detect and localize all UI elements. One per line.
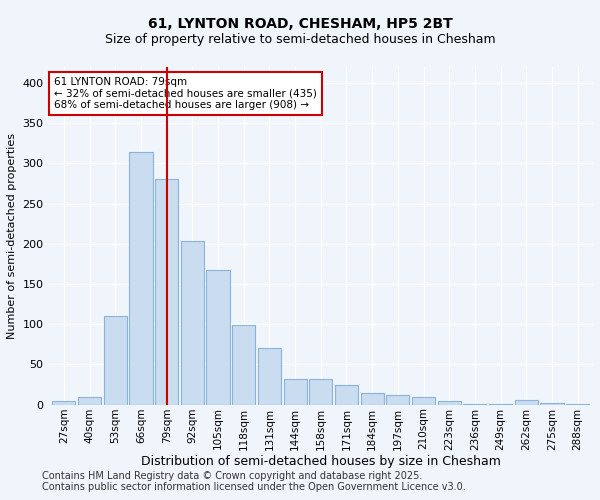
Text: Size of property relative to semi-detached houses in Chesham: Size of property relative to semi-detach… xyxy=(104,32,496,46)
Y-axis label: Number of semi-detached properties: Number of semi-detached properties xyxy=(7,133,17,339)
Text: 61 LYNTON ROAD: 79sqm
← 32% of semi-detached houses are smaller (435)
68% of sem: 61 LYNTON ROAD: 79sqm ← 32% of semi-deta… xyxy=(54,77,317,110)
Bar xyxy=(361,394,384,404)
Bar xyxy=(515,400,538,404)
Bar xyxy=(541,403,563,404)
Bar xyxy=(52,400,76,404)
Bar xyxy=(309,379,332,404)
Text: 61, LYNTON ROAD, CHESHAM, HP5 2BT: 61, LYNTON ROAD, CHESHAM, HP5 2BT xyxy=(148,18,452,32)
Bar xyxy=(437,402,461,404)
Bar xyxy=(284,379,307,404)
Bar xyxy=(232,325,255,404)
Bar xyxy=(181,242,204,404)
Bar xyxy=(335,386,358,404)
X-axis label: Distribution of semi-detached houses by size in Chesham: Distribution of semi-detached houses by … xyxy=(141,455,501,468)
Bar xyxy=(258,348,281,405)
Bar xyxy=(386,395,409,404)
Bar xyxy=(412,396,435,404)
Bar xyxy=(206,270,230,404)
Text: Contains HM Land Registry data © Crown copyright and database right 2025.
Contai: Contains HM Land Registry data © Crown c… xyxy=(42,471,466,492)
Bar xyxy=(78,396,101,404)
Bar xyxy=(155,180,178,404)
Bar xyxy=(130,152,152,405)
Bar xyxy=(104,316,127,404)
